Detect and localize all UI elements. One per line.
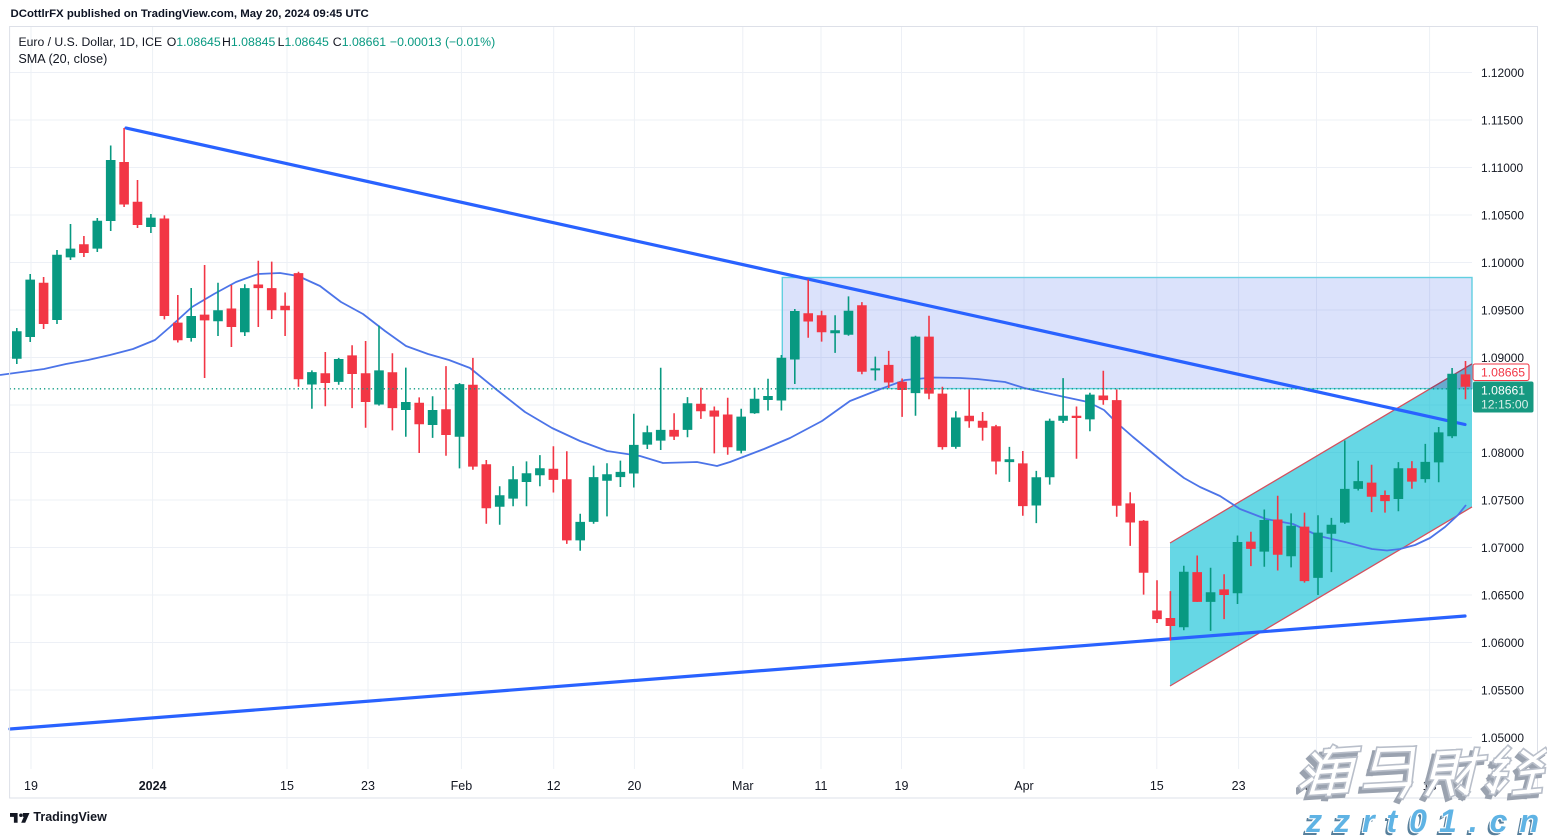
svg-text:1.05500: 1.05500 (1481, 684, 1524, 698)
svg-text:Mar: Mar (732, 779, 754, 793)
svg-text:12: 12 (547, 779, 561, 793)
svg-text:15: 15 (1150, 779, 1164, 793)
svg-text:19: 19 (895, 779, 909, 793)
svg-text:1.12000: 1.12000 (1481, 66, 1524, 80)
svg-text:1.11000: 1.11000 (1481, 161, 1523, 175)
svg-text:1.09000: 1.09000 (1481, 351, 1524, 365)
svg-text:23: 23 (1232, 779, 1246, 793)
svg-text:15: 15 (280, 779, 294, 793)
svg-text:11: 11 (815, 779, 828, 793)
svg-text:Apr: Apr (1014, 779, 1033, 793)
svg-text:1.08661: 1.08661 (1481, 384, 1525, 398)
svg-text:1.07000: 1.07000 (1481, 541, 1524, 555)
svg-text:1.10500: 1.10500 (1481, 209, 1524, 223)
svg-text:1.09500: 1.09500 (1481, 304, 1524, 318)
svg-text:20: 20 (627, 779, 641, 793)
svg-text:2024: 2024 (139, 779, 167, 793)
svg-text:23: 23 (361, 779, 375, 793)
svg-text:1.06500: 1.06500 (1481, 589, 1524, 603)
svg-text:1.10000: 1.10000 (1481, 256, 1524, 270)
svg-text:12:15:00: 12:15:00 (1481, 398, 1529, 412)
svg-text:Feb: Feb (451, 779, 473, 793)
svg-text:19: 19 (24, 779, 38, 793)
svg-text:1.11500: 1.11500 (1481, 114, 1523, 128)
svg-text:1.07500: 1.07500 (1481, 494, 1524, 508)
svg-text:1.05000: 1.05000 (1481, 731, 1524, 745)
svg-text:1.08665: 1.08665 (1481, 366, 1525, 380)
svg-text:1.06000: 1.06000 (1481, 636, 1524, 650)
svg-text:1.08000: 1.08000 (1481, 446, 1524, 460)
